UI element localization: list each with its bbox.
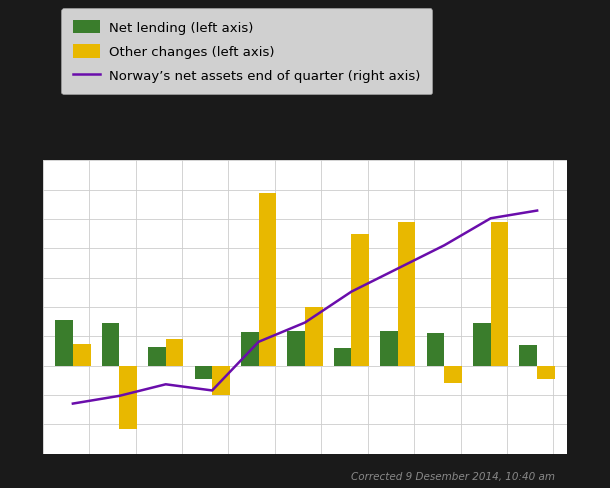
Bar	[120, 366, 137, 429]
Bar	[195, 366, 212, 379]
Bar	[241, 332, 259, 366]
Bar	[334, 348, 351, 366]
Bar	[56, 321, 73, 366]
Bar	[148, 347, 166, 366]
Bar	[287, 331, 305, 366]
Bar	[351, 234, 369, 366]
Bar	[520, 346, 537, 366]
Legend: Net lending (left axis), Other changes (left axis), Norway’s net assets end of q: Net lending (left axis), Other changes (…	[62, 9, 432, 95]
Bar	[398, 223, 415, 366]
Bar	[166, 340, 184, 366]
Bar	[380, 331, 398, 366]
Bar	[473, 324, 490, 366]
Bar	[426, 334, 444, 366]
Bar	[305, 307, 323, 366]
Bar	[73, 344, 90, 366]
Text: Corrected 9 Desember 2014, 10:40 am: Corrected 9 Desember 2014, 10:40 am	[351, 471, 555, 481]
Bar	[212, 366, 230, 395]
Bar	[537, 366, 554, 379]
Bar	[490, 223, 508, 366]
Bar	[259, 193, 276, 366]
Bar	[102, 324, 120, 366]
Bar	[444, 366, 462, 384]
